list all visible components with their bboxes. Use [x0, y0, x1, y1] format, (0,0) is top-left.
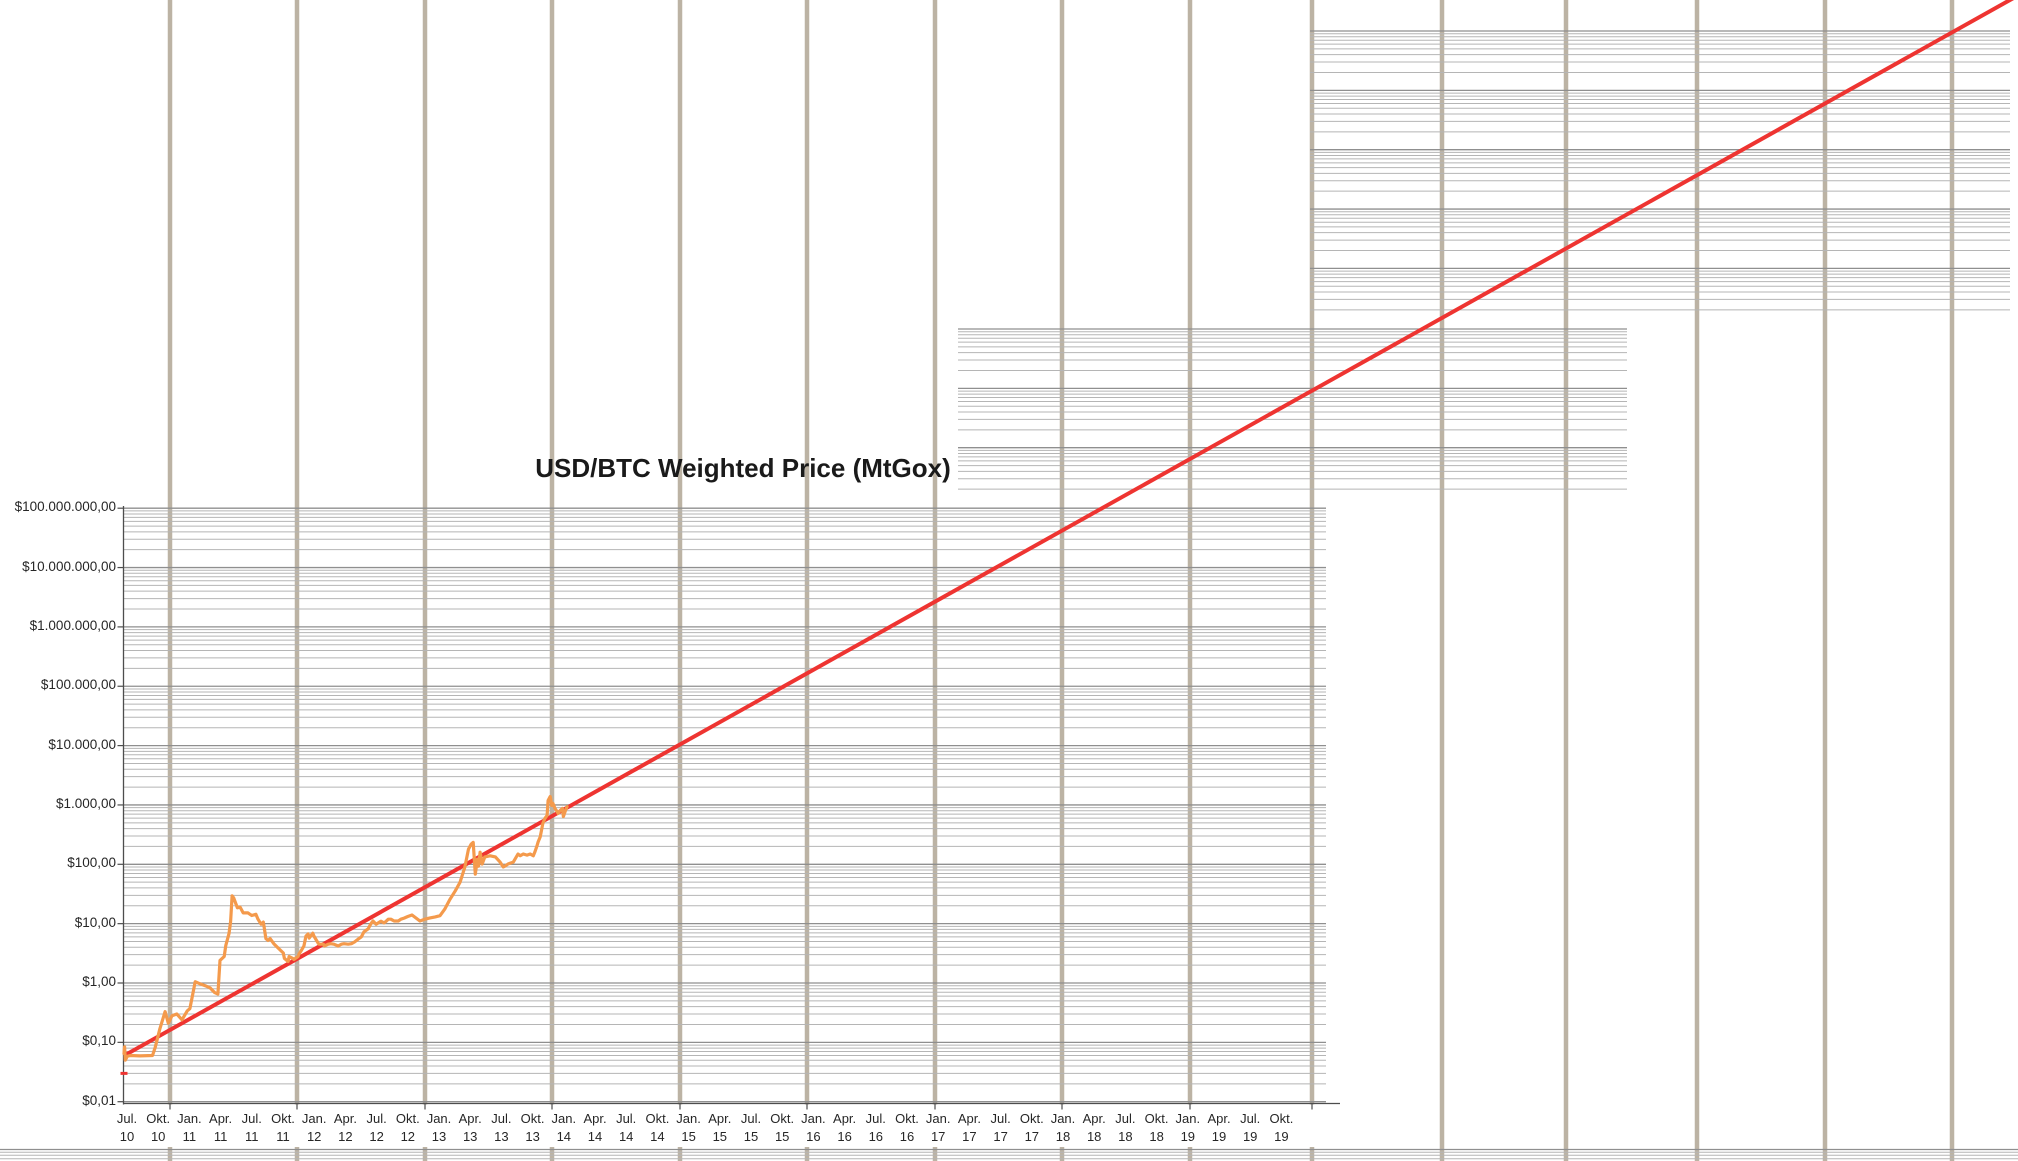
x-axis-label-month: Jan.: [925, 1111, 951, 1126]
y-axis-label: $10.000,00: [48, 736, 116, 752]
x-axis-label-month: Okt.: [1019, 1111, 1044, 1126]
x-axis-label-year: 15: [743, 1129, 759, 1144]
price-series-layer: [122, 794, 569, 1062]
x-axis-label-year: 18: [1149, 1129, 1164, 1144]
x-axis-label-month: Okt.: [146, 1111, 171, 1126]
x-axis-label-month: Jan.: [1050, 1111, 1076, 1126]
x-axis-label-year: 14: [556, 1129, 572, 1144]
x-axis-label-year: 15: [681, 1129, 696, 1144]
x-axis-label-month: Apr.: [583, 1111, 607, 1126]
x-axis-label-month: Jul.: [116, 1111, 138, 1126]
x-axis-label-year: 10: [150, 1129, 166, 1144]
x-axis-label-month: Okt.: [395, 1111, 420, 1126]
x-axis-label-month: Apr.: [957, 1111, 981, 1126]
x-axis-label-month: Jul.: [241, 1111, 262, 1126]
x-axis-label-year: 16: [837, 1129, 852, 1144]
x-axis-label-month: Apr.: [209, 1111, 233, 1126]
x-axis-label-month: Okt.: [645, 1111, 670, 1126]
x-axis-label-month: Jul.: [366, 1111, 387, 1126]
x-axis-label-month: Jan.: [177, 1111, 202, 1126]
x-axis-label-month: Jul.: [1115, 1111, 1136, 1126]
axes-and-ticks: [117, 506, 1340, 1110]
x-axis-label-year: 11: [276, 1129, 290, 1144]
vertical-gridlines: [167, 0, 1955, 1161]
x-axis-label-year: 15: [712, 1129, 728, 1144]
x-axis-label-month: Jan.: [301, 1111, 327, 1126]
x-axis-label-year: 11: [213, 1129, 228, 1144]
x-axis-label-month: Apr.: [833, 1111, 857, 1126]
x-axis-label-year: 16: [899, 1129, 915, 1144]
x-axis-label-year: 18: [1055, 1129, 1071, 1144]
x-axis-label-year: 12: [400, 1129, 416, 1144]
y-axis-label: $1,00: [82, 974, 116, 989]
y-axis-label: $0,01: [82, 1092, 116, 1108]
x-axis-label-month: Jul.: [865, 1111, 886, 1126]
trend-line: [123, 0, 2015, 1058]
x-axis-label-year: 15: [774, 1129, 790, 1144]
x-axis-label-month: Apr.: [458, 1111, 482, 1126]
x-axis-label-year: 19: [1274, 1129, 1289, 1144]
y-axis-label: $0,10: [82, 1033, 116, 1049]
x-axis-label-month: Okt.: [770, 1111, 795, 1126]
y-axis-label: $100,00: [67, 855, 116, 871]
x-axis-label-month: Okt.: [271, 1111, 295, 1126]
x-axis-label-month: Jan.: [676, 1111, 701, 1126]
y-axis-label: $100.000,00: [40, 677, 116, 693]
trend-line-layer: [120, 0, 2015, 1075]
x-axis-label-month: Jan.: [1175, 1111, 1201, 1126]
y-axis-label: $10.000.000,00: [22, 558, 116, 574]
x-axis-label-month: Apr.: [708, 1111, 732, 1126]
x-axis-label-month: Jul.: [616, 1111, 637, 1126]
x-axis-label-year: 13: [494, 1129, 509, 1144]
x-axis-label-month: Jul.: [1240, 1111, 1261, 1126]
x-axis-label-month: Okt.: [895, 1111, 919, 1126]
x-axis-label-month: Okt.: [1144, 1111, 1169, 1126]
x-axis-label-month: Jan.: [801, 1111, 826, 1126]
x-axis-label-year: 17: [993, 1129, 1008, 1144]
x-axis-label-month: Jan.: [551, 1111, 577, 1126]
y-axis-label: $1.000,00: [55, 795, 116, 811]
x-axis-label-year: 14: [650, 1129, 665, 1144]
horizontal-gridline-patches: [123, 30, 2010, 1103]
y-axis-label: $10,00: [74, 914, 116, 930]
x-axis-label-year: 13: [431, 1129, 447, 1144]
x-axis-label-month: Apr.: [1082, 1111, 1106, 1126]
x-axis-label-year: 14: [618, 1129, 634, 1144]
x-axis-label-year: 17: [962, 1129, 977, 1144]
x-axis-label-year: 10: [119, 1129, 135, 1144]
x-axis-label-year: 19: [1180, 1129, 1196, 1144]
x-axis-label-year: 16: [868, 1129, 884, 1144]
x-axis-label-year: 13: [525, 1129, 540, 1144]
x-axis-label-year: 13: [462, 1129, 478, 1144]
x-axis-label-year: 11: [182, 1129, 197, 1144]
x-axis-label-year: 19: [1211, 1129, 1227, 1144]
chart-title: USD/BTC Weighted Price (MtGox): [535, 453, 951, 483]
x-axis-label-month: Jul.: [491, 1111, 512, 1126]
y-axis-label: $1.000.000,00: [29, 617, 116, 633]
x-axis-label-year: 12: [306, 1129, 322, 1144]
y-axis-label: $100.000.000,00: [14, 499, 116, 515]
x-axis-label-month: Okt.: [1269, 1111, 1294, 1126]
x-axis-label-year: 14: [587, 1129, 603, 1144]
x-axis-label-month: Jul.: [990, 1111, 1011, 1126]
x-axis-label-month: Jul.: [740, 1111, 762, 1126]
x-axis-label-year: 17: [1024, 1129, 1040, 1144]
x-axis-label-year: 19: [1242, 1129, 1258, 1144]
x-axis-label-year: 16: [806, 1129, 821, 1144]
price-line: [122, 794, 569, 1062]
bottom-gridline-strip: [0, 1148, 2018, 1160]
x-axis-label-month: Jan.: [426, 1111, 452, 1126]
x-axis-label-year: 17: [930, 1129, 946, 1144]
trend-start-marker: [120, 1071, 128, 1075]
x-axis-label-month: Apr.: [333, 1111, 357, 1126]
x-axis-label-month: Okt.: [520, 1111, 545, 1126]
x-axis-label-year: 12: [369, 1129, 384, 1144]
x-axis-label-month: Apr.: [1207, 1111, 1231, 1126]
x-axis-label-year: 18: [1118, 1129, 1133, 1144]
x-axis-label-year: 12: [338, 1129, 353, 1144]
x-axis-label-year: 18: [1086, 1129, 1102, 1144]
x-axis-label-year: 11: [245, 1129, 259, 1144]
